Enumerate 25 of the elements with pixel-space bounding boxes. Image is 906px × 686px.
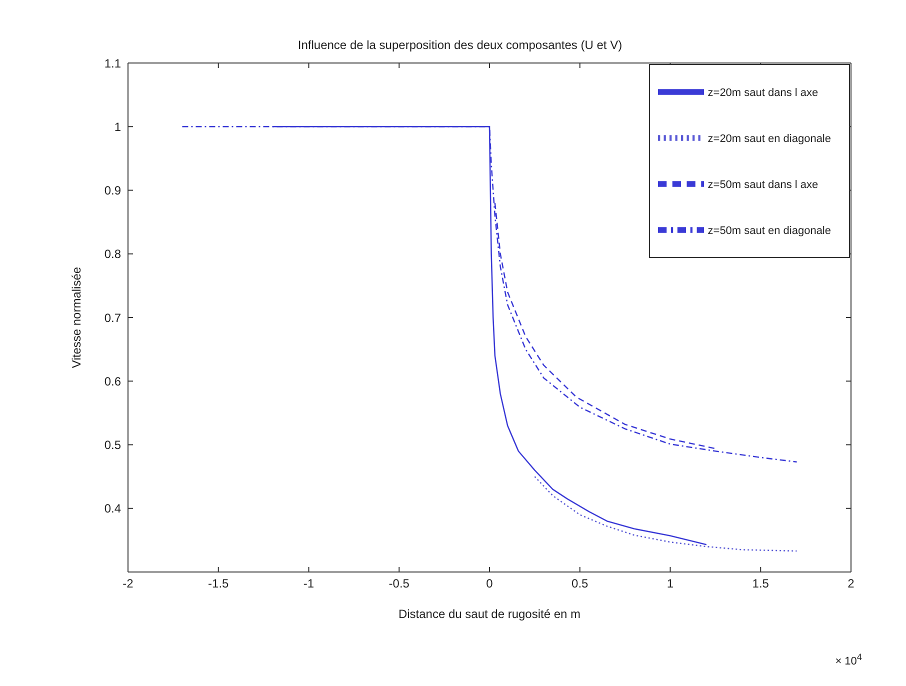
y-tick-label: 0.7 (104, 310, 122, 325)
y-tick-label: 0.5 (104, 438, 122, 452)
x-tick-label: -2 (122, 576, 134, 591)
x-tick-label: 1 (666, 576, 674, 591)
x-tick-label: 0 (486, 576, 494, 591)
legend-label: z=50m saut en diagonale (708, 225, 831, 238)
x-axis-title: Distance du saut de rugosité en m (398, 607, 581, 621)
y-tick-label: 0.8 (104, 247, 122, 262)
x-tick-label: -1.5 (208, 576, 230, 591)
x-tick-label: 0.5 (572, 576, 589, 591)
chart-title: Influence de la superposition des deux composantes (U et V) (296, 38, 624, 52)
y-tick-label: 0.9 (104, 184, 122, 198)
x-tick-label: -1 (303, 576, 314, 591)
legend-label: z=20m saut en diagonale (708, 133, 831, 146)
y-tick-label: 1 (114, 120, 122, 134)
text: × 10$^{4}$ (835, 652, 862, 668)
y-tick-label: 0.6 (104, 374, 122, 388)
y-tick-label: 0.4 (104, 502, 122, 516)
x-tick-label: 1.5 (752, 576, 770, 591)
y-tick-label: 1.1 (104, 56, 122, 70)
y-axis-title: Vitesse normalisée (69, 266, 84, 368)
legend-label: z=50m saut dans l axe (708, 179, 818, 192)
x-tick-label: 2 (848, 576, 855, 591)
x-tick-label: -0.5 (388, 576, 410, 591)
legend-label: z=20m saut dans l axe (708, 87, 818, 100)
